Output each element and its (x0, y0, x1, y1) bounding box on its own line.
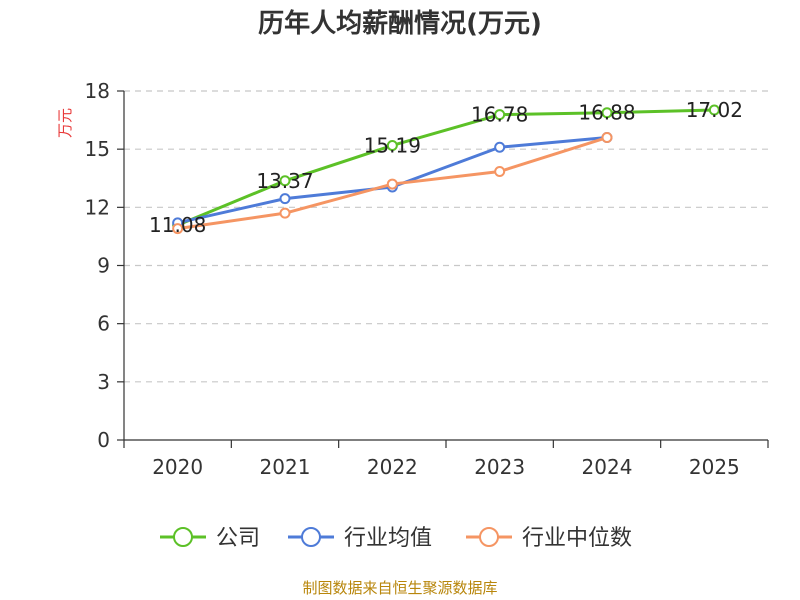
data-point (601, 132, 613, 144)
x-tick-label: 2021 (260, 455, 311, 479)
legend-label: 行业均值 (344, 526, 432, 551)
legend-item[interactable]: 行业中位数 (466, 526, 632, 551)
y-axis-label: 万元 (56, 108, 74, 138)
y-tick-label: 18 (85, 79, 110, 103)
y-tick-label: 6 (97, 312, 110, 336)
data-label: 16.78 (471, 103, 528, 127)
legend-label: 公司 (216, 526, 260, 551)
data-point (494, 141, 506, 153)
x-tick-label: 2025 (689, 455, 740, 479)
y-tick-label: 9 (97, 254, 110, 278)
data-label: 11.08 (149, 213, 206, 237)
data-point (279, 193, 291, 205)
x-tick-label: 2020 (152, 455, 203, 479)
data-point (172, 223, 184, 235)
grid-lines (124, 90, 768, 383)
data-point (494, 165, 506, 177)
data-point (279, 207, 291, 219)
legend-label: 行业中位数 (522, 526, 632, 551)
legend-marker-icon (301, 527, 321, 547)
y-tick-label: 12 (85, 195, 110, 219)
y-tick-label: 0 (97, 428, 110, 452)
data-point (708, 104, 720, 116)
legend-marker-icon (173, 527, 193, 547)
data-label: 13.37 (256, 169, 313, 193)
data-point (386, 139, 398, 151)
series-line (176, 108, 716, 227)
source-note: 制图数据来自恒生聚源数据库 (302, 579, 497, 597)
x-tick-label: 2023 (474, 455, 525, 479)
data-point (279, 175, 291, 187)
chart-title: 历年人均薪酬情况(万元) (258, 8, 542, 39)
x-tick-label: 2022 (367, 455, 418, 479)
data-point (601, 107, 613, 119)
y-tick-label: 15 (85, 137, 110, 161)
legend-item[interactable]: 公司 (160, 526, 260, 551)
data-point (494, 109, 506, 121)
data-labels: 11.08 13.37 15.19 16.78 16.88 17.02 (149, 98, 743, 237)
axes: 0 3 6 9 12 15 18 2020 2021 2022 2023 2024 2025 (85, 79, 769, 479)
series-lines (172, 104, 720, 235)
series-2 (172, 132, 613, 235)
data-label: 17.02 (686, 98, 743, 122)
y-tick-label: 3 (97, 370, 110, 394)
legend-item[interactable]: 行业均值 (288, 526, 432, 551)
x-tick-label: 2024 (582, 455, 633, 479)
data-label: 15.19 (364, 133, 421, 157)
data-point (386, 178, 398, 190)
data-label: 16.88 (578, 101, 635, 125)
legend-marker-icon (479, 527, 499, 547)
legend: 公司 行业均值 行业中位数 (160, 526, 632, 551)
